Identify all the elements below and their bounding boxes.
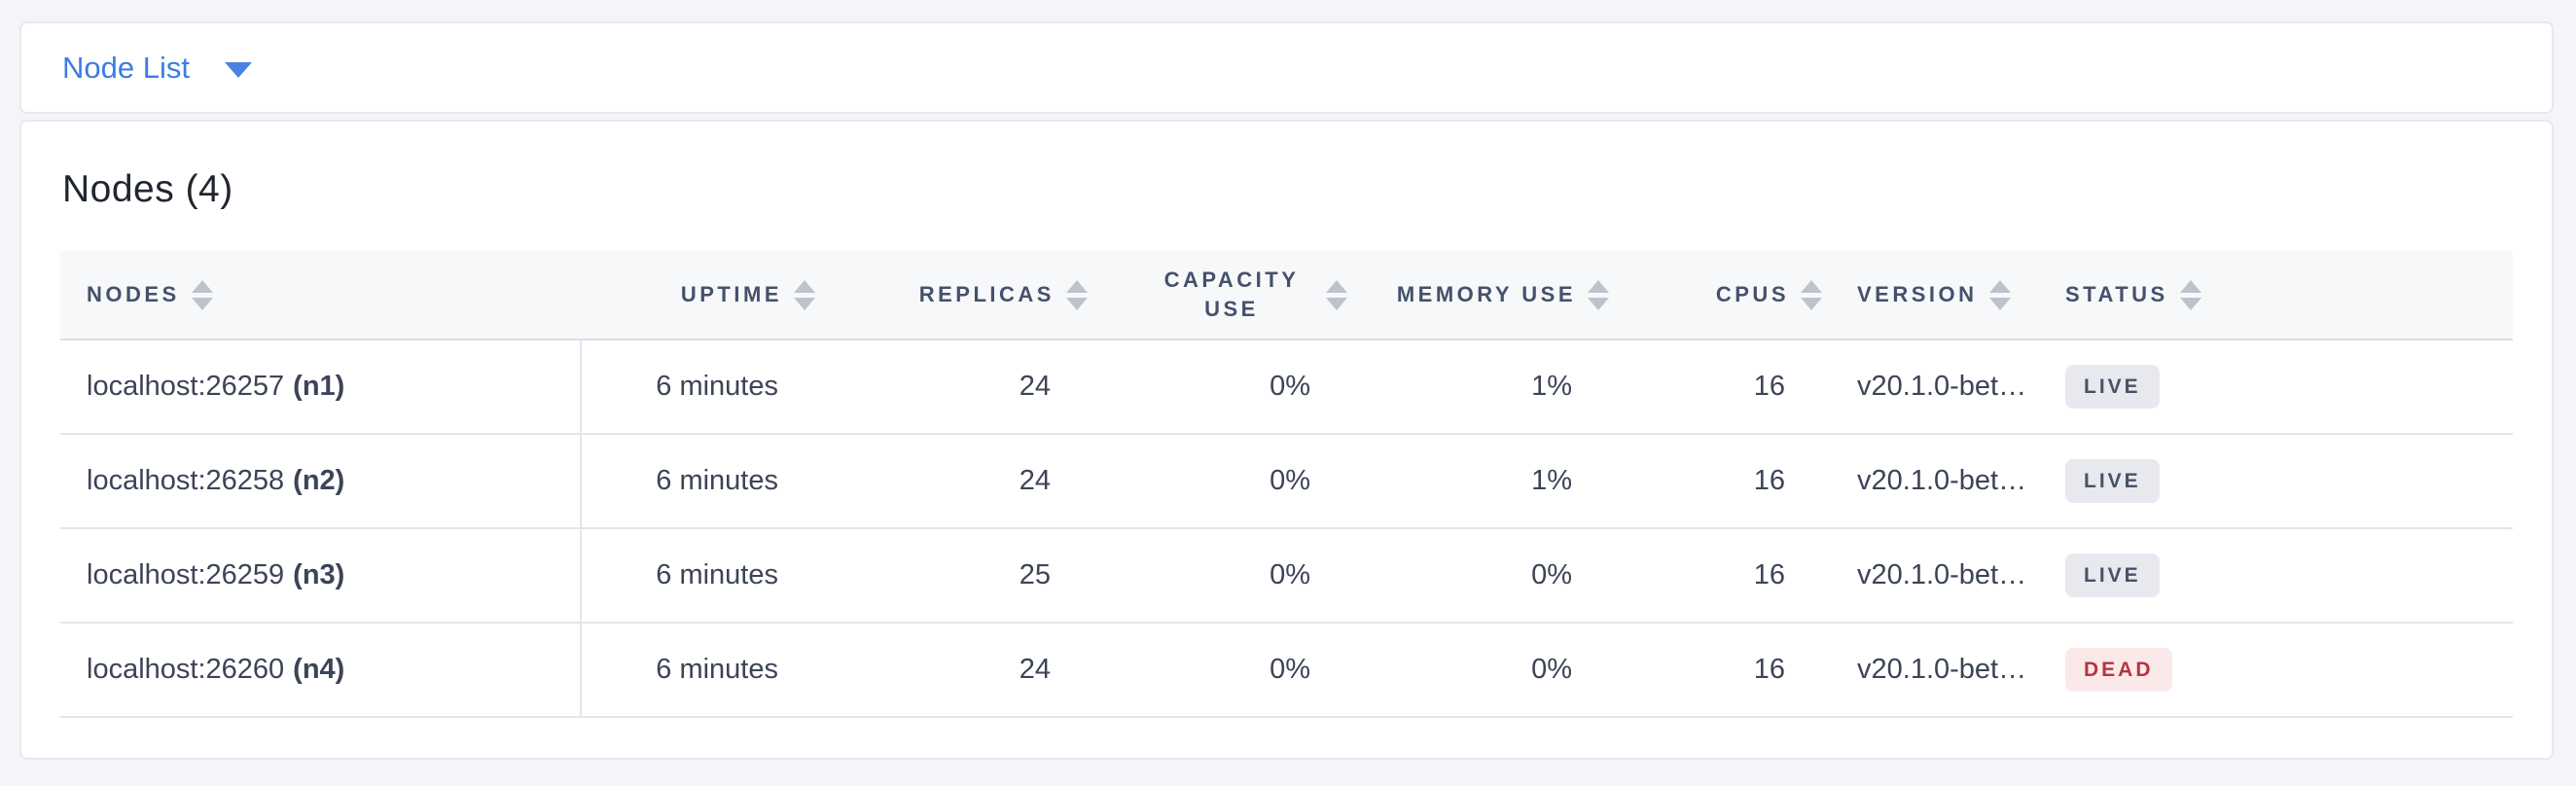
node-address-cell: localhost:26259 (n3)	[60, 529, 582, 622]
column-header-label: STATUS	[2065, 282, 2168, 307]
column-header-replicas[interactable]: REPLICAS	[835, 251, 1107, 339]
uptime-cell: 6 minutes	[656, 559, 778, 590]
status-cell: LIVE	[2050, 435, 2303, 527]
node-address-cell: localhost:26260 (n4)	[60, 624, 582, 716]
sort-icon	[1801, 279, 1822, 310]
capacity-use-cell: 0%	[1270, 465, 1310, 496]
capacity-use-cell: 0%	[1270, 371, 1310, 402]
node-address: localhost:26259	[87, 559, 285, 590]
column-header-memory-use[interactable]: MEMORY USE	[1367, 251, 1628, 339]
sort-icon	[2179, 279, 2201, 310]
table-row: localhost:26260 (n4) 6 minutes 24 0% 0% …	[60, 624, 2513, 718]
version-cell: v20.1.0-bet…	[1857, 465, 2027, 496]
node-id: (n2)	[293, 465, 345, 496]
replicas-cell: 24	[1019, 371, 1051, 402]
capacity-use-cell: 0%	[1270, 654, 1310, 685]
version-cell: v20.1.0-bet…	[1857, 371, 2027, 402]
node-address: localhost:26260	[87, 654, 285, 685]
memory-use-cell: 0%	[1531, 654, 1572, 685]
status-cell: DEAD	[2050, 624, 2303, 716]
status-cell: LIVE	[2050, 340, 2303, 433]
column-header-label: MEMORY USE	[1396, 282, 1576, 307]
column-header-label: UPTIME	[680, 282, 782, 307]
cpus-cell: 16	[1753, 559, 1785, 590]
sort-icon	[1588, 279, 1609, 310]
sort-icon	[1066, 279, 1088, 310]
sort-icon	[1988, 279, 2011, 310]
status-badge: DEAD	[2065, 648, 2172, 692]
node-id: (n3)	[293, 559, 345, 590]
chevron-down-icon	[224, 61, 252, 78]
node-address: localhost:26258	[87, 465, 285, 496]
view-selector-bar: Node List	[19, 21, 2554, 114]
node-id: (n4)	[293, 654, 345, 685]
status-cell: LIVE	[2050, 529, 2303, 622]
version-cell: v20.1.0-bet…	[1857, 654, 2027, 685]
node-address-cell: localhost:26258 (n2)	[60, 435, 582, 527]
status-badge: LIVE	[2065, 554, 2160, 597]
column-header-filler	[2303, 251, 2513, 339]
memory-use-cell: 1%	[1531, 465, 1572, 496]
column-header-nodes[interactable]: NODES	[60, 251, 582, 339]
view-mode-dropdown[interactable]: Node List	[62, 53, 252, 83]
node-address: localhost:26257	[87, 371, 285, 402]
table-row: localhost:26259 (n3) 6 minutes 25 0% 0% …	[60, 529, 2513, 624]
cpus-cell: 16	[1753, 654, 1785, 685]
status-badge: LIVE	[2065, 459, 2160, 503]
cpus-cell: 16	[1753, 371, 1785, 402]
filler-cell	[2303, 624, 2513, 716]
table-row: localhost:26258 (n2) 6 minutes 24 0% 1% …	[60, 435, 2513, 529]
version-cell: v20.1.0-bet…	[1857, 559, 2027, 590]
nodes-card: Nodes (4) NODES UPTIME REPLICAS CAPACITY…	[19, 120, 2554, 760]
uptime-cell: 6 minutes	[656, 654, 778, 685]
node-list-table: NODES UPTIME REPLICAS CAPACITY USE MEMOR…	[60, 251, 2513, 718]
sort-icon	[191, 279, 213, 310]
node-address-cell: localhost:26257 (n1)	[60, 340, 582, 433]
memory-use-cell: 1%	[1531, 371, 1572, 402]
uptime-cell: 6 minutes	[656, 465, 778, 496]
table-header-row: NODES UPTIME REPLICAS CAPACITY USE MEMOR…	[60, 251, 2513, 340]
replicas-cell: 24	[1019, 465, 1051, 496]
memory-use-cell: 0%	[1531, 559, 1572, 590]
view-dropdown-label: Node List	[62, 51, 190, 85]
column-header-cpus[interactable]: CPUS	[1628, 251, 1842, 339]
column-header-label: REPLICAS	[918, 282, 1055, 307]
column-header-uptime[interactable]: UPTIME	[582, 251, 835, 339]
column-header-label: NODES	[87, 282, 180, 307]
filler-cell	[2303, 529, 2513, 622]
filler-cell	[2303, 435, 2513, 527]
column-header-version[interactable]: VERSION	[1842, 251, 2050, 339]
sort-icon	[1326, 279, 1347, 310]
column-header-label: CPUS	[1715, 282, 1789, 307]
table-row: localhost:26257 (n1) 6 minutes 24 0% 1% …	[60, 340, 2513, 435]
capacity-use-cell: 0%	[1270, 559, 1310, 590]
node-id: (n1)	[293, 371, 345, 402]
filler-cell	[2303, 340, 2513, 433]
replicas-cell: 24	[1019, 654, 1051, 685]
nodes-section-title: Nodes (4)	[62, 168, 233, 210]
sort-icon	[794, 279, 815, 310]
column-header-status[interactable]: STATUS	[2050, 251, 2303, 339]
status-badge: LIVE	[2065, 365, 2160, 409]
replicas-cell: 25	[1019, 559, 1051, 590]
column-header-label: VERSION	[1857, 282, 1978, 307]
column-header-label: CAPACITY USE	[1163, 268, 1300, 321]
cpus-cell: 16	[1753, 465, 1785, 496]
uptime-cell: 6 minutes	[656, 371, 778, 402]
column-header-capacity-use[interactable]: CAPACITY USE	[1107, 251, 1367, 339]
